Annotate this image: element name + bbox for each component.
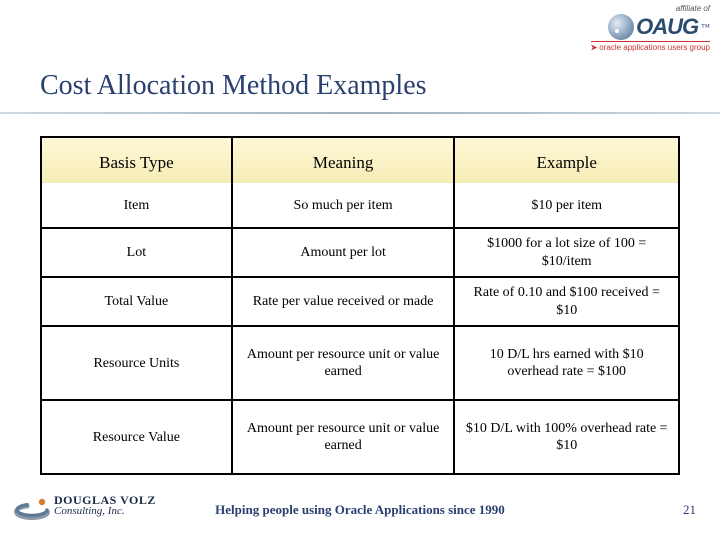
- table-cell: Rate per value received or made: [233, 278, 456, 325]
- affiliate-text: affiliate of: [676, 4, 710, 13]
- header-meaning: Meaning: [233, 138, 456, 183]
- table-cell: Amount per resource unit or value earned: [233, 401, 456, 473]
- table-cell: $10 per item: [455, 183, 678, 227]
- header-example: Example: [455, 138, 678, 183]
- volz-logo: DOUGLAS VOLZ Consulting, Inc.: [14, 488, 156, 524]
- table-cell: $10 D/L with 100% overhead rate = $10: [455, 401, 678, 473]
- table-cell: Resource Units: [42, 327, 233, 399]
- oaug-wordmark: OAUG: [636, 14, 698, 40]
- table-cell: Resource Value: [42, 401, 233, 473]
- title-underline: [0, 112, 720, 114]
- table-cell: Lot: [42, 229, 233, 276]
- table-cell: Total Value: [42, 278, 233, 325]
- volz-text: DOUGLAS VOLZ Consulting, Inc.: [54, 495, 156, 517]
- table-row: Resource ValueAmount per resource unit o…: [42, 399, 678, 473]
- oaug-logo: OAUG ™: [608, 14, 710, 40]
- affiliate-logo-block: affiliate of OAUG ™ ➤oracle applications…: [591, 4, 710, 52]
- oaug-globe-icon: [608, 14, 634, 40]
- oaug-tm-icon: ™: [701, 22, 710, 32]
- header-basis-type: Basis Type: [42, 138, 233, 183]
- table-cell: Item: [42, 183, 233, 227]
- oaug-tagline-text: oracle applications users group: [599, 43, 710, 52]
- page-number: 21: [683, 502, 696, 518]
- table-row: Total ValueRate per value received or ma…: [42, 276, 678, 325]
- table-cell: So much per item: [233, 183, 456, 227]
- slide: affiliate of OAUG ™ ➤oracle applications…: [0, 0, 720, 540]
- table-cell: $1000 for a lot size of 100 = $10/item: [455, 229, 678, 276]
- volz-consulting: Consulting, Inc.: [54, 506, 156, 516]
- table-header-row: Basis Type Meaning Example: [42, 138, 678, 183]
- arrow-icon: ➤: [591, 43, 598, 52]
- table-row: Resource UnitsAmount per resource unit o…: [42, 325, 678, 399]
- table-cell: Amount per resource unit or value earned: [233, 327, 456, 399]
- allocation-table: Basis Type Meaning Example ItemSo much p…: [40, 136, 680, 475]
- table-cell: 10 D/L hrs earned with $10 overhead rate…: [455, 327, 678, 399]
- table-row: ItemSo much per item$10 per item: [42, 183, 678, 227]
- volz-swoosh-icon: [14, 488, 50, 524]
- page-title: Cost Allocation Method Examples: [40, 70, 427, 102]
- oaug-tagline: ➤oracle applications users group: [591, 41, 710, 52]
- table-cell: Rate of 0.10 and $100 received = $10: [455, 278, 678, 325]
- table-row: LotAmount per lot$1000 for a lot size of…: [42, 227, 678, 276]
- footer: DOUGLAS VOLZ Consulting, Inc. Helping pe…: [0, 502, 720, 518]
- table-cell: Amount per lot: [233, 229, 456, 276]
